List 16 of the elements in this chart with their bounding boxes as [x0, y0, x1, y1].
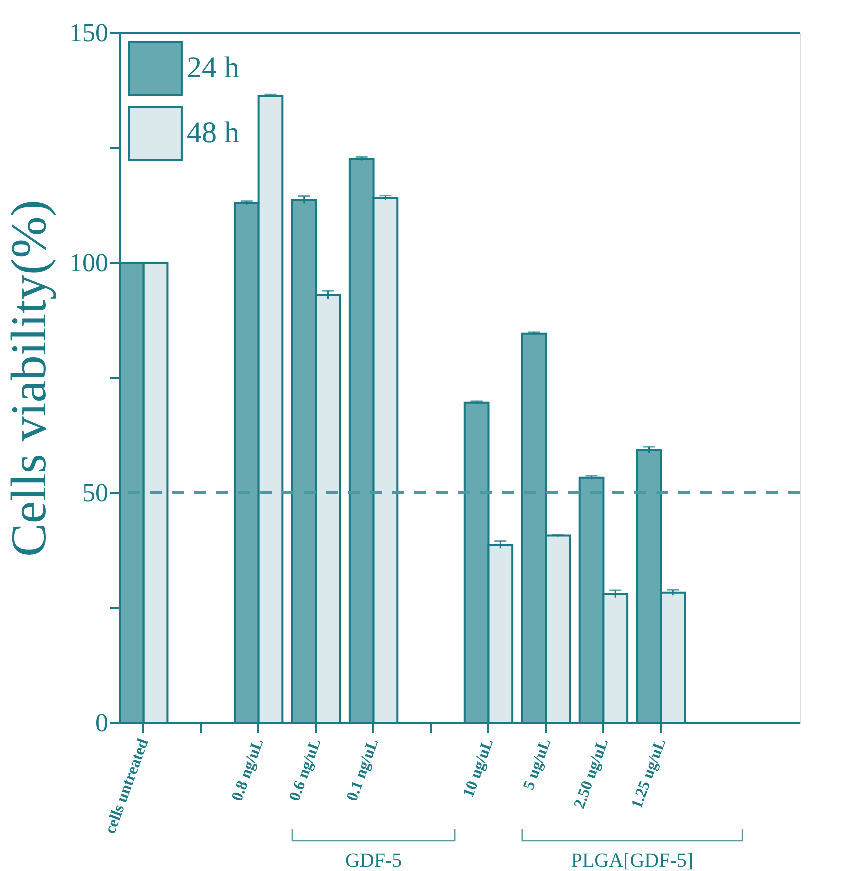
- x-tick-label: 10 ug/uL: [460, 736, 498, 800]
- x-tick-label: 0.1 ng/uL: [344, 736, 382, 804]
- legend-label: 48 h: [187, 116, 240, 150]
- y-tick-label: 0: [96, 708, 108, 738]
- x-tick-label: 0.6 ng/uL: [286, 736, 325, 804]
- text: GDF-5: [345, 850, 402, 871]
- x-tick-label: 5 ug/uL: [520, 736, 555, 792]
- y-tick-label: 100: [70, 248, 108, 278]
- y-axis-title: Cells viability(%): [0, 200, 56, 557]
- y-tick-label: 150: [70, 18, 108, 48]
- x-tick-label: 1.25 ug/uL: [628, 736, 670, 812]
- x-tick-label: 2.50 ug/uL: [571, 736, 612, 812]
- text: PLGA[GDF-5]: [571, 850, 694, 871]
- legend-label: 24 h: [187, 52, 240, 84]
- y-tick-label: 50: [82, 478, 108, 508]
- x-tick-label: 0.8 ng/uL: [229, 736, 268, 804]
